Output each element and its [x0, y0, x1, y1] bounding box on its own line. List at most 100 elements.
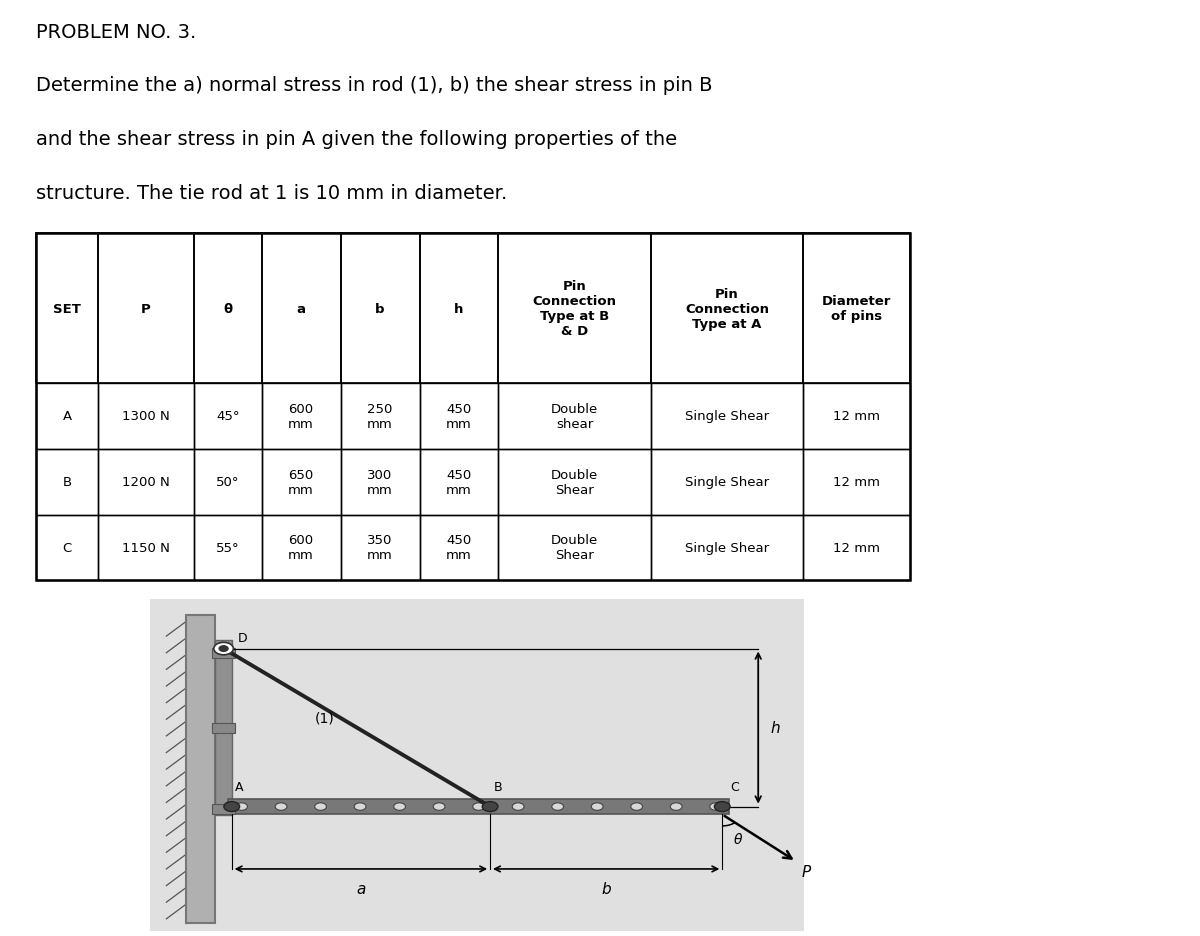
Bar — [98, 515, 194, 580]
Bar — [498, 515, 650, 580]
Circle shape — [710, 803, 721, 811]
Text: 50°: 50° — [216, 475, 240, 489]
Text: D: D — [238, 632, 247, 645]
Bar — [98, 449, 194, 515]
Text: a: a — [356, 881, 366, 896]
Text: 600
mm: 600 mm — [288, 534, 314, 562]
Text: 450
mm: 450 mm — [446, 534, 472, 562]
Text: Determine the a) normal stress in rod (1), b) the shear stress in pin B: Determine the a) normal stress in rod (1… — [36, 77, 713, 95]
Text: b: b — [376, 302, 385, 315]
Text: SET: SET — [53, 302, 80, 315]
Circle shape — [631, 803, 642, 811]
Bar — [341, 384, 420, 449]
Text: structure. The tie rod at 1 is 10 mm in diameter.: structure. The tie rod at 1 is 10 mm in … — [36, 183, 508, 202]
Text: 300
mm: 300 mm — [367, 468, 392, 496]
Bar — [650, 384, 803, 449]
Bar — [262, 449, 341, 515]
Bar — [36, 449, 98, 515]
Bar — [212, 648, 235, 658]
Text: 12 mm: 12 mm — [833, 475, 880, 489]
Bar — [650, 234, 803, 384]
Text: θ: θ — [223, 302, 233, 315]
Text: 1200 N: 1200 N — [122, 475, 170, 489]
Text: 12 mm: 12 mm — [833, 410, 880, 423]
Text: θ: θ — [734, 832, 743, 846]
Text: a: a — [296, 302, 306, 315]
Circle shape — [714, 802, 730, 812]
Bar — [803, 515, 911, 580]
Text: h: h — [770, 721, 780, 736]
Circle shape — [214, 643, 233, 655]
Bar — [36, 384, 98, 449]
Text: B: B — [62, 475, 72, 489]
Circle shape — [354, 803, 366, 811]
Bar — [420, 384, 498, 449]
Circle shape — [671, 803, 682, 811]
Bar — [803, 384, 911, 449]
Bar — [98, 234, 194, 384]
Bar — [262, 384, 341, 449]
Text: P: P — [802, 864, 811, 879]
Circle shape — [275, 803, 287, 811]
Text: 600
mm: 600 mm — [288, 402, 314, 431]
Circle shape — [552, 803, 564, 811]
Circle shape — [473, 803, 485, 811]
Circle shape — [394, 803, 406, 811]
Bar — [803, 449, 911, 515]
Bar — [498, 449, 650, 515]
Bar — [194, 515, 262, 580]
Text: 450
mm: 450 mm — [446, 468, 472, 496]
Text: 55°: 55° — [216, 541, 240, 554]
Bar — [36, 234, 98, 384]
Bar — [194, 234, 262, 384]
Bar — [212, 723, 235, 733]
Bar — [498, 234, 650, 384]
Text: b: b — [601, 881, 611, 896]
Bar — [262, 515, 341, 580]
Circle shape — [235, 803, 247, 811]
Bar — [420, 234, 498, 384]
Text: 12 mm: 12 mm — [833, 541, 880, 554]
Text: C: C — [62, 541, 72, 554]
Bar — [216, 640, 232, 815]
Text: Single Shear: Single Shear — [685, 541, 769, 554]
Text: 1150 N: 1150 N — [122, 541, 170, 554]
Text: 350
mm: 350 mm — [367, 534, 392, 562]
Text: Pin
Connection
Type at A: Pin Connection Type at A — [685, 287, 769, 330]
Text: 45°: 45° — [216, 410, 240, 423]
Text: C: C — [730, 781, 739, 794]
Text: A: A — [235, 781, 244, 794]
Text: B: B — [493, 781, 502, 794]
Bar — [650, 449, 803, 515]
Circle shape — [314, 803, 326, 811]
Text: PROBLEM NO. 3.: PROBLEM NO. 3. — [36, 22, 197, 42]
Circle shape — [224, 802, 240, 812]
Bar — [98, 384, 194, 449]
Text: Single Shear: Single Shear — [685, 410, 769, 423]
Bar — [212, 804, 235, 813]
Bar — [228, 798, 728, 814]
Circle shape — [592, 803, 604, 811]
Bar — [650, 515, 803, 580]
Text: Double
Shear: Double Shear — [551, 468, 599, 496]
Circle shape — [482, 802, 498, 812]
Bar — [803, 234, 911, 384]
Circle shape — [218, 646, 228, 651]
Text: 450
mm: 450 mm — [446, 402, 472, 431]
Bar — [341, 234, 420, 384]
Text: P: P — [142, 302, 151, 315]
Text: Double
Shear: Double Shear — [551, 534, 599, 562]
Text: Pin
Connection
Type at B
& D: Pin Connection Type at B & D — [533, 280, 617, 338]
Text: 250
mm: 250 mm — [367, 402, 392, 431]
Bar — [498, 384, 650, 449]
Bar — [36, 515, 98, 580]
Text: 650
mm: 650 mm — [288, 468, 314, 496]
Bar — [341, 515, 420, 580]
Text: 1300 N: 1300 N — [122, 410, 170, 423]
Text: and the shear stress in pin A given the following properties of the: and the shear stress in pin A given the … — [36, 130, 677, 149]
Text: Double
shear: Double shear — [551, 402, 599, 431]
Bar — [262, 234, 341, 384]
Text: h: h — [455, 302, 463, 315]
Circle shape — [433, 803, 445, 811]
Bar — [420, 515, 498, 580]
